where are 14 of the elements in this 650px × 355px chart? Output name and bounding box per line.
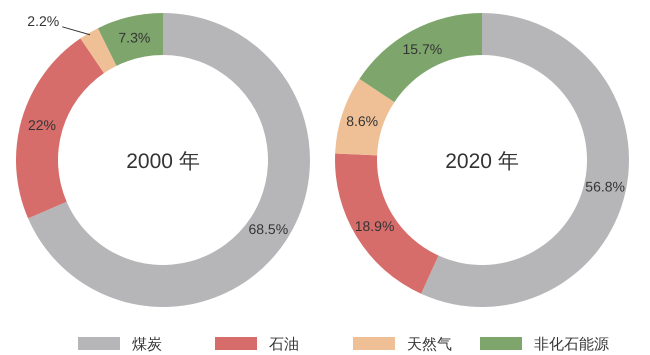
data-label: 7.3% xyxy=(118,29,150,46)
data-label: 22% xyxy=(28,116,56,133)
legend-label: 非化石能源 xyxy=(534,336,609,353)
data-label: 15.7% xyxy=(402,41,442,58)
data-label: 56.8% xyxy=(585,178,625,195)
data-label: 68.5% xyxy=(248,221,288,238)
legend-label: 天然气 xyxy=(407,336,452,353)
legend-label: 煤炭 xyxy=(132,336,162,353)
data-label: 2.2% xyxy=(27,12,60,29)
data-label: 18.9% xyxy=(354,218,394,234)
legend-label: 石油 xyxy=(269,336,299,353)
data-label: 8.6% xyxy=(346,113,378,130)
text: 2020 年 xyxy=(445,150,519,173)
text: 2000 年 xyxy=(126,150,200,173)
